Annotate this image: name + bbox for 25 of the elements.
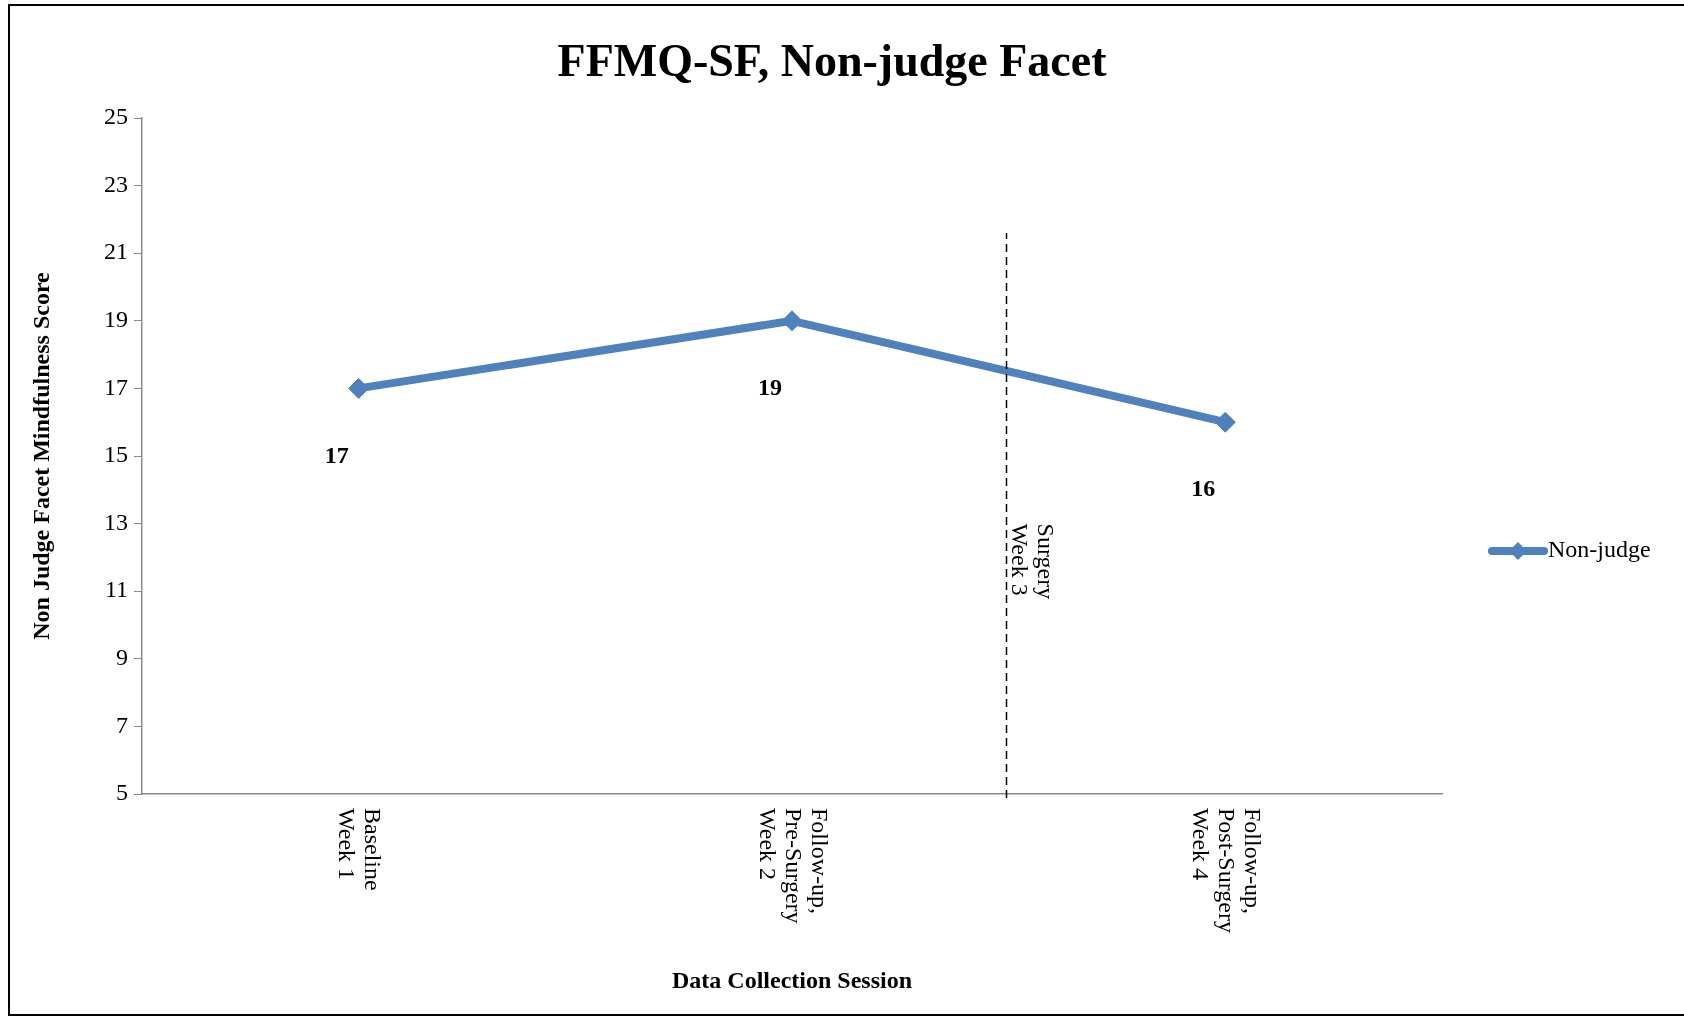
x-tick-label: Follow-up, Post-Surgery Week 4 [1188, 808, 1267, 933]
point [348, 377, 370, 399]
y-tick-label: 19 [104, 306, 128, 333]
point [781, 310, 803, 332]
x-tick-label: Baseline Week 1 [334, 808, 387, 891]
data-label: 16 [1191, 475, 1216, 502]
data-label: 17 [324, 441, 349, 468]
data-label: 19 [758, 374, 782, 400]
y-tick-label: 7 [116, 711, 128, 738]
annotation: Surgery Week 3 [1007, 523, 1060, 600]
y-tick-label: 17 [104, 373, 128, 400]
y-tick-label: 23 [104, 170, 128, 197]
y-tick-label: 9 [116, 644, 128, 671]
y-tick-label: 5 [116, 779, 128, 806]
point [1214, 411, 1236, 433]
y-tick-label: 21 [104, 238, 128, 265]
legend-label: Non-judge [1548, 536, 1651, 563]
x-axis-title: Data Collection Session [672, 966, 912, 993]
x-tick-label: Follow-up, Pre-Surgery Week 2 [754, 808, 833, 924]
y-axis-title: Non Judge Facet Mindfulness Score [27, 271, 54, 640]
y-tick-label: 15 [104, 441, 128, 468]
y-tick-label: 25 [104, 103, 128, 130]
y-tick-label: 11 [104, 576, 128, 603]
y-tick-label: 13 [104, 508, 128, 535]
chart-title: FFMQ-SF, Non-judge Facet [557, 34, 1108, 86]
